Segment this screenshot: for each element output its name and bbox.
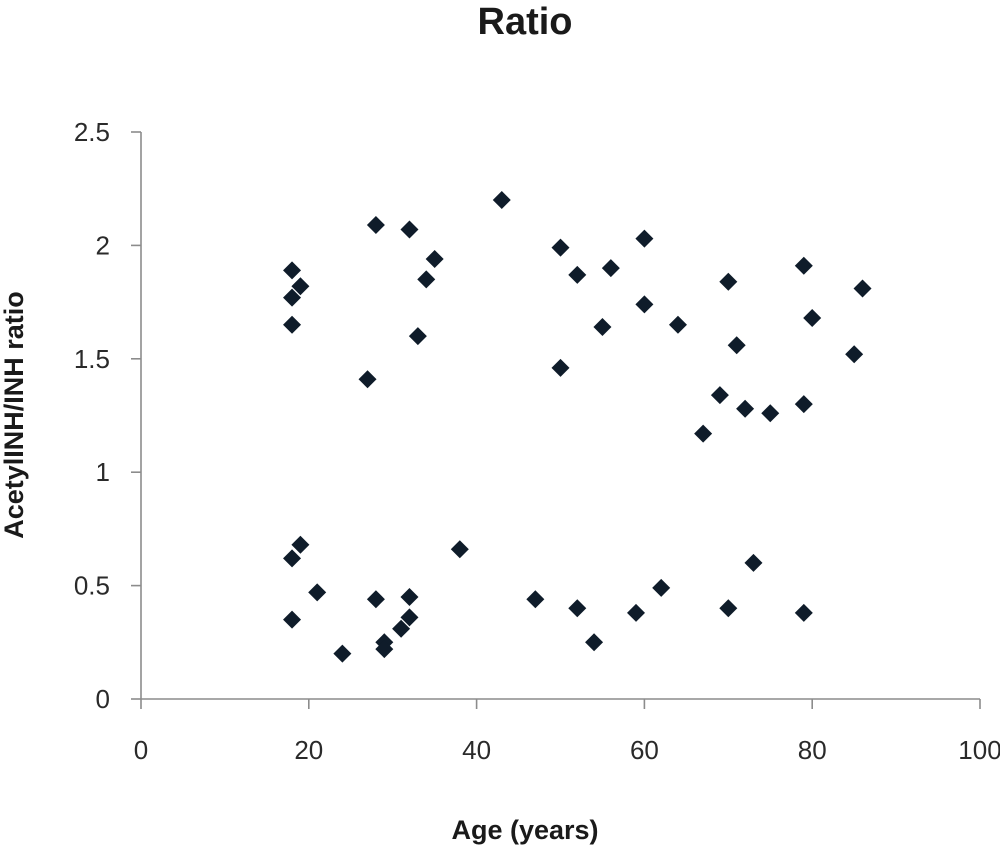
data-point [736,399,755,418]
data-point [568,599,587,618]
data-point [794,395,813,414]
data-point [392,619,411,638]
data-point [794,256,813,275]
data-point [308,583,327,602]
y-axis-ticks: 0 0.5 1 1.5 2 2.5 [74,117,141,714]
data-point [719,599,738,618]
data-point [366,590,385,609]
data-points [283,191,872,663]
data-point [400,220,419,239]
data-point [375,640,394,659]
y-tick-label: 2 [96,230,110,260]
data-point [635,295,654,314]
data-point [727,336,746,355]
data-point [492,191,511,210]
data-point [744,553,763,572]
data-point [283,610,302,629]
data-point [333,644,352,663]
data-point [593,318,612,337]
data-point [366,215,385,234]
data-point [719,272,738,291]
data-point [635,229,654,248]
x-tick-label: 20 [294,735,323,765]
data-point [358,370,377,389]
y-tick-label: 1.5 [74,344,110,374]
data-point [568,265,587,284]
data-point [450,540,469,559]
data-point [408,327,427,346]
data-point [400,608,419,627]
data-point [845,345,864,364]
x-tick-label: 80 [798,735,827,765]
y-tick-label: 1 [96,457,110,487]
y-tick-label: 0 [96,684,110,714]
chart-title: Ratio [478,1,573,43]
data-point [291,277,310,296]
data-point [794,603,813,622]
data-point [627,603,646,622]
x-tick-label: 100 [958,735,1000,765]
data-point [761,404,780,423]
y-axis-title: AcetylINH/INH ratio [0,291,29,539]
data-point [291,535,310,554]
x-axis-ticks: 0 20 40 60 80 100 [134,699,1000,765]
y-tick-label: 0.5 [74,571,110,601]
data-point [283,549,302,568]
y-tick-label: 2.5 [74,117,110,147]
data-point [710,386,729,405]
data-point [425,250,444,269]
x-tick-label: 60 [630,735,659,765]
data-point [551,238,570,257]
data-point [417,270,436,289]
data-point [652,578,671,597]
x-axis-title: Age (years) [451,815,598,845]
data-point [601,259,620,278]
data-point [526,590,545,609]
data-point [853,279,872,298]
data-point [585,633,604,652]
data-point [803,308,822,327]
x-tick-label: 40 [462,735,491,765]
data-point [668,315,687,334]
data-point [400,587,419,606]
data-point [283,315,302,334]
data-point [283,288,302,307]
data-point [551,358,570,377]
data-point [694,424,713,443]
data-point [283,261,302,280]
x-tick-label: 0 [134,735,148,765]
